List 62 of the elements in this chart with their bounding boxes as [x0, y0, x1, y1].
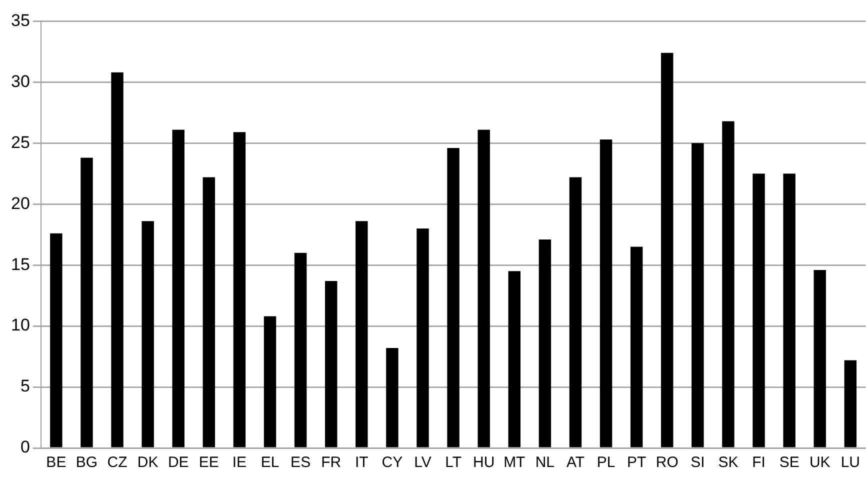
x-tick-label: DK	[137, 454, 158, 472]
bar	[508, 271, 520, 448]
x-tick-label: AT	[566, 454, 585, 472]
bar	[814, 270, 826, 448]
x-tick-label: FI	[752, 454, 766, 472]
y-tick-label: 30	[10, 72, 30, 91]
x-tick-label: PT	[626, 454, 646, 472]
bar	[386, 348, 398, 448]
x-tick-label: EL	[260, 454, 280, 472]
x-tick-label: UK	[809, 454, 830, 472]
bar	[661, 52, 674, 448]
x-tick-label: LT	[445, 454, 462, 472]
x-tick-label: ES	[290, 454, 311, 472]
x-tick-label: IE	[232, 454, 247, 472]
bar	[202, 177, 216, 448]
bar	[600, 139, 612, 448]
bar	[538, 239, 552, 448]
x-tick-label: BG	[76, 454, 98, 472]
x-tick-label: BE	[46, 454, 66, 472]
x-tick-label: SK	[718, 454, 738, 472]
x-tick-label: PL	[596, 454, 616, 472]
y-tick-label: 10	[10, 316, 30, 335]
x-tick-label: EE	[198, 454, 219, 472]
bar	[172, 130, 184, 448]
bar	[111, 72, 124, 448]
x-tick-label: MT	[504, 454, 526, 472]
x-tick-label: FR	[321, 454, 342, 472]
bar	[478, 130, 490, 448]
y-tick-label: 35	[10, 10, 30, 30]
x-tick-label: CY	[382, 454, 403, 472]
bar	[783, 174, 796, 448]
x-tick-label: HU	[473, 454, 495, 472]
x-tick-label: DE	[168, 454, 189, 472]
bar	[630, 246, 643, 448]
y-tick-label: 15	[10, 254, 30, 274]
y-tick-label: 0	[20, 438, 30, 457]
bar	[752, 174, 765, 448]
x-tick-label: NL	[535, 454, 555, 472]
bar	[294, 252, 307, 448]
x-tick-label: RO	[656, 454, 678, 472]
x-tick-label: LV	[414, 454, 432, 472]
bar	[844, 360, 857, 448]
x-tick-label: IT	[354, 454, 368, 472]
bar	[692, 143, 704, 448]
x-tick-label: SE	[779, 454, 800, 472]
bar	[722, 121, 734, 448]
bar	[50, 233, 62, 448]
bar	[447, 148, 460, 448]
y-tick-label: 5	[20, 376, 30, 396]
y-tick-label: 20	[10, 194, 30, 213]
x-tick-label: LU	[840, 454, 860, 472]
bar	[80, 158, 93, 448]
bar	[233, 132, 246, 448]
x-tick-label: SI	[690, 454, 705, 472]
bar	[356, 221, 368, 448]
bar	[142, 221, 154, 448]
y-tick-label: 25	[10, 132, 30, 152]
bar	[416, 228, 429, 448]
bar	[569, 177, 582, 448]
bar	[325, 280, 338, 448]
bar	[264, 316, 276, 448]
x-tick-label: CZ	[107, 454, 128, 472]
